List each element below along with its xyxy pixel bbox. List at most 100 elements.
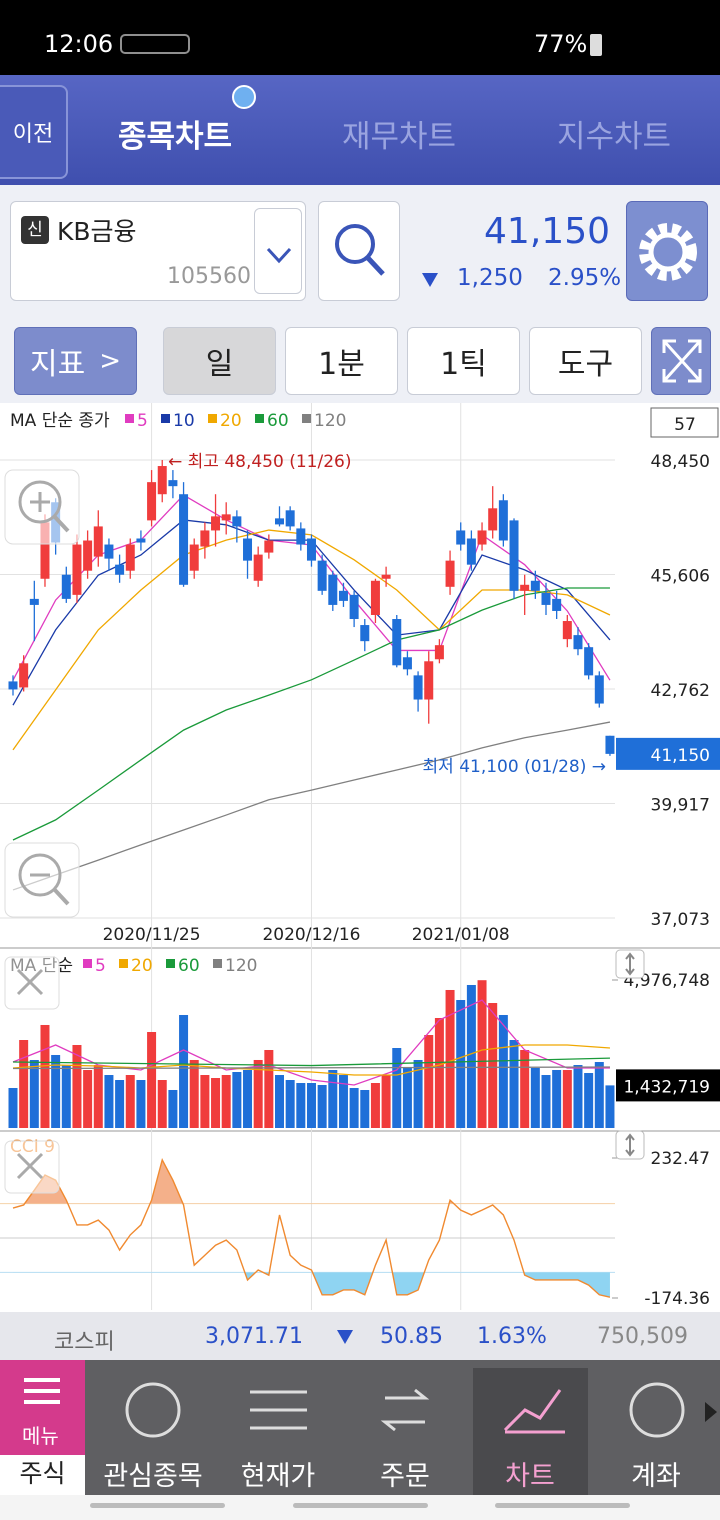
- y-tick-label: 39,917: [651, 796, 710, 816]
- menu-label: 메뉴: [22, 1424, 59, 1448]
- expand-button[interactable]: [651, 327, 711, 395]
- volume-bar: [413, 1059, 423, 1128]
- nav-item[interactable]: 주문: [380, 1461, 430, 1492]
- search-button[interactable]: [318, 201, 400, 301]
- index-rate: 1.63%: [477, 1324, 547, 1349]
- candle-body: [61, 574, 71, 599]
- counter-box: [650, 407, 719, 438]
- stock-name: KB금융: [57, 217, 137, 246]
- cci-fill-down: [13, 1272, 610, 1298]
- nav-icons: [125, 1382, 717, 1438]
- volume-bar: [562, 1070, 572, 1128]
- down-icon: [422, 273, 438, 287]
- period-button[interactable]: 일: [163, 327, 276, 395]
- stock-box[interactable]: 신 KB금융 105560: [10, 201, 306, 301]
- candle-body: [328, 574, 338, 605]
- candle-body: [381, 574, 391, 579]
- chevron: [266, 247, 292, 264]
- volume-bar: [221, 1075, 231, 1128]
- dropdown[interactable]: [254, 208, 302, 294]
- index-change: 50.85: [380, 1324, 443, 1349]
- volume-bar: [541, 1075, 551, 1128]
- gesture-bar: [0, 1495, 720, 1520]
- candle-body: [530, 580, 540, 591]
- volume-bar: [51, 1054, 61, 1128]
- volume-bar: [253, 1059, 263, 1128]
- tab[interactable]: 지수차트: [557, 119, 672, 155]
- candle-body: [275, 518, 284, 525]
- candle-body: [104, 544, 114, 559]
- settings-button[interactable]: [626, 201, 708, 301]
- volume-bar: [285, 1080, 295, 1128]
- ma-line: [12, 1044, 611, 1076]
- last-volume-box: [616, 1069, 720, 1102]
- volume-bar: [232, 1072, 242, 1128]
- market-tab[interactable]: 주식: [0, 1455, 85, 1495]
- last-volume-label: 1,432,719: [623, 1077, 710, 1097]
- volume-bar: [424, 1035, 434, 1128]
- candle-body: [93, 526, 103, 557]
- period-button[interactable]: 1틱: [407, 327, 520, 395]
- gesture-handle: [495, 1503, 630, 1508]
- volume-bar: [328, 1070, 338, 1128]
- gear-icon: [639, 223, 697, 281]
- candle-body: [40, 522, 50, 579]
- resize-icon: [625, 1149, 635, 1157]
- nav-item[interactable]: 계좌: [631, 1461, 681, 1492]
- charts: 2020/11/25 2020/12/16 2021/01/08 48,450 45,6…: [0, 403, 720, 1312]
- volume-bar: [136, 1080, 146, 1128]
- counter: 57: [674, 415, 696, 435]
- candle-body: [264, 540, 274, 553]
- volume-bar: [115, 1080, 125, 1128]
- ma-line: [12, 721, 611, 891]
- zoom-icon: [52, 887, 70, 906]
- battery-icon: [590, 34, 602, 56]
- indicator-button[interactable]: 지표 >: [14, 327, 137, 395]
- legend-swatch: [161, 414, 170, 423]
- period-button[interactable]: 1분: [285, 327, 398, 395]
- legend-swatch: [255, 414, 264, 423]
- ma-line: [12, 1066, 610, 1070]
- volume-bar: [349, 1088, 359, 1128]
- candle-body: [306, 538, 316, 561]
- toolbar: 지표 > 일 1분 1틱 도구: [0, 315, 720, 403]
- legend-swatch: [208, 414, 217, 423]
- volume-bar: [434, 1017, 444, 1128]
- legend-label: 5: [95, 956, 106, 976]
- last-price-label: 41,150: [651, 746, 710, 766]
- nav-item-active[interactable]: 차트: [505, 1461, 555, 1492]
- tab[interactable]: 재무차트: [342, 119, 457, 155]
- resize-icon: [625, 952, 635, 960]
- candle-body: [253, 554, 263, 581]
- volume-bar: [296, 1083, 306, 1128]
- candle-body: [584, 647, 594, 676]
- legend-swatch: [119, 959, 128, 968]
- candle-body: [392, 619, 402, 666]
- candle-body: [424, 661, 434, 700]
- candle-body: [136, 538, 146, 543]
- menu-button[interactable]: 메뉴: [0, 1360, 85, 1455]
- candle-body: [232, 516, 242, 527]
- resize-icon: [625, 1133, 635, 1141]
- stock-row: 신 KB금융 105560 41,150 1,250 2.95%: [0, 185, 720, 315]
- volume-bar: [338, 1075, 348, 1128]
- back-button[interactable]: 이전: [0, 85, 68, 179]
- candle-body: [552, 598, 562, 611]
- tool-button[interactable]: 도구: [529, 327, 642, 395]
- volume-bar: [488, 1003, 498, 1128]
- chevron: >: [99, 346, 121, 376]
- legend-label: 60: [178, 956, 200, 976]
- candle-body: [360, 625, 370, 642]
- nav-item[interactable]: 현재가: [240, 1461, 316, 1492]
- tab-active[interactable]: 종목차트: [118, 119, 233, 155]
- candle-body: [434, 645, 444, 660]
- ma-line: [12, 1057, 610, 1067]
- nav-item[interactable]: 관심종목: [103, 1461, 203, 1492]
- y-tick-label: 42,762: [651, 681, 710, 701]
- ma-line: [12, 587, 610, 841]
- legend-label: 60: [267, 411, 289, 431]
- high-annotation: ← 최고 48,450 (11/26): [168, 452, 351, 472]
- volume-bar: [8, 1088, 18, 1128]
- status-bar: 12:06 77%: [0, 0, 720, 75]
- legend-title: MA 단순 종가: [10, 411, 110, 431]
